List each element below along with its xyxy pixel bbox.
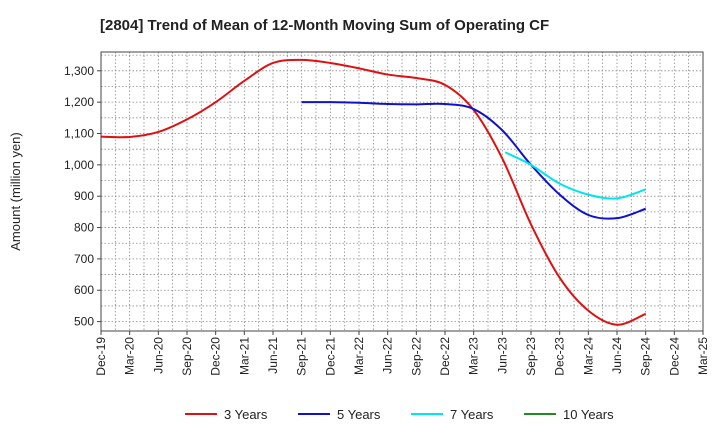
x-tick-label: Mar-24	[581, 337, 595, 375]
series-line-7-years	[504, 151, 646, 200]
legend-label-7-years: 7 Years	[450, 407, 494, 422]
chart-title: [2804] Trend of Mean of 12-Month Moving …	[100, 17, 549, 34]
x-tick-label: Jun-22	[381, 337, 395, 374]
x-tick-label: Jun-23	[495, 337, 509, 374]
y-tick-label: 1,200	[64, 95, 94, 109]
x-tick-label: Mar-25	[696, 337, 710, 375]
plot-area	[101, 52, 703, 331]
y-tick-label: 600	[74, 283, 94, 297]
legend: 3 Years 5 Years 7 Years 10 Years	[185, 407, 614, 422]
x-tick-label: Jun-24	[610, 337, 624, 374]
y-tick-label: 500	[74, 315, 94, 329]
y-tick-label: 800	[74, 221, 94, 235]
x-tick-label: Dec-20	[209, 337, 223, 376]
x-tick-label: Dec-19	[94, 337, 108, 376]
legend-label-3-years: 3 Years	[224, 407, 268, 422]
y-tick-label: 900	[74, 189, 94, 203]
x-tick-label: Mar-22	[352, 337, 366, 375]
x-tick-label: Mar-21	[237, 337, 251, 375]
x-tick-label: Sep-20	[180, 337, 194, 376]
x-tick-label: Sep-21	[295, 337, 309, 376]
y-axis-title: Amount (million yen)	[8, 132, 23, 251]
x-tick-label: Sep-22	[409, 337, 423, 376]
x-tick-label: Dec-21	[323, 337, 337, 376]
x-tick-label: Dec-24	[667, 337, 681, 376]
x-tick-label: Jun-20	[151, 337, 165, 374]
y-tick-label: 1,000	[64, 158, 94, 172]
series-line-5-years	[301, 101, 647, 220]
x-tick-label: Jun-21	[266, 337, 280, 374]
x-tick-label: Sep-23	[524, 337, 538, 376]
y-tick-label: 700	[74, 252, 94, 266]
series-line-3-years	[100, 58, 647, 326]
y-tick-label: 1,300	[64, 64, 94, 78]
x-tick-label: Dec-23	[553, 337, 567, 376]
legend-label-5-years: 5 Years	[337, 407, 381, 422]
x-tick-label: Mar-20	[123, 337, 137, 375]
x-tick-label: Mar-23	[467, 337, 481, 375]
plot-border	[100, 51, 704, 332]
y-tick-label: 1,100	[64, 127, 94, 141]
legend-label-10-years: 10 Years	[563, 407, 614, 422]
x-tick-label: Dec-22	[438, 337, 452, 376]
x-tick-label: Sep-24	[639, 337, 653, 376]
